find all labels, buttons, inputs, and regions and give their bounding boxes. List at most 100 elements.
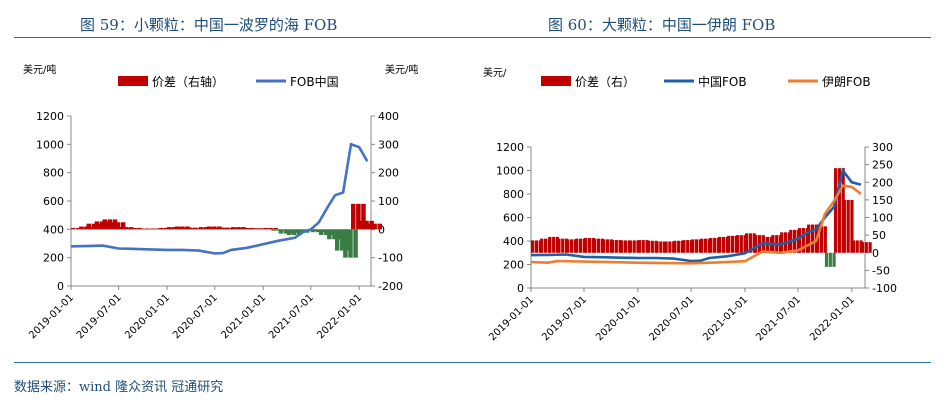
spread-bar-1: [641, 240, 645, 253]
spread-bar-1: [709, 237, 713, 253]
spread-bar-0: [219, 227, 225, 230]
spread-bar-0: [150, 228, 156, 230]
spread-bar-0: [94, 221, 100, 230]
x-tick-label-0: 2021-01-01: [219, 292, 268, 341]
spread-bar-0: [286, 229, 292, 235]
legend-label-0: 价差（右轴）: [152, 74, 224, 89]
spread-bar-0: [291, 229, 297, 235]
spread-bar-1: [628, 240, 632, 253]
spread-bar-1: [864, 242, 868, 253]
x-tick-label-1: 2022-01-01: [808, 294, 857, 343]
spread-bar-0: [273, 227, 278, 230]
spread-bar-0: [313, 229, 318, 231]
data-source: 数据来源：wind 隆众资讯 冠通研究: [14, 380, 224, 395]
spread-bar-1: [846, 199, 850, 253]
series-line-1-2: [530, 184, 862, 265]
spread-bar-1: [579, 238, 583, 253]
spread-bar-0: [156, 228, 161, 230]
spread-bar-1: [823, 226, 827, 253]
spread-bar-1: [619, 240, 624, 253]
spread-bar-1: [534, 240, 538, 253]
spread-bar-0: [324, 229, 329, 235]
y-tick-label-right-1: 100: [872, 212, 893, 225]
spread-bar-1: [673, 240, 677, 253]
x-tick-label-1: 2021-01-01: [701, 294, 750, 343]
spread-bar-0: [367, 223, 372, 230]
spread-bar-0: [299, 229, 305, 233]
spread-bar-0: [377, 223, 383, 230]
y-tick-label-left-0: 400: [43, 223, 64, 236]
spread-bar-0: [145, 228, 150, 230]
spread-bar-0: [126, 227, 132, 230]
spread-bar-0: [182, 227, 188, 230]
spread-bar-0: [244, 227, 249, 230]
spread-bar-1: [703, 238, 708, 253]
spread-bar-1: [762, 236, 766, 253]
spread-bar-1: [561, 238, 565, 253]
y-tick-label-left-0: 800: [43, 167, 64, 180]
spread-bar-1: [730, 235, 735, 253]
y-tick-label-right-1: 200: [872, 176, 893, 189]
spread-bar-0: [206, 226, 212, 230]
legend-label-0: FOB中国: [290, 74, 339, 89]
spread-bar-0: [228, 227, 233, 230]
spread-bar-0: [190, 228, 196, 230]
spread-bar-1: [602, 239, 606, 253]
series-line-1-1: [530, 167, 862, 263]
spread-bar-1: [754, 235, 758, 253]
spread-bar-0: [201, 228, 206, 230]
spread-bar-1: [851, 240, 856, 253]
spread-bar-0: [318, 229, 324, 235]
spread-bar-1: [828, 252, 832, 267]
spread-bar-0: [353, 229, 358, 258]
spread-bar-0: [123, 227, 129, 230]
spread-bar-1: [694, 239, 699, 253]
y-tick-label-right-0: 0: [378, 223, 385, 236]
spread-bar-1: [691, 239, 695, 253]
spread-bar-0: [255, 228, 260, 230]
spread-bar-0: [147, 228, 153, 230]
y-tick-label-left-1: 200: [503, 259, 524, 272]
x-tick-label-0: 2021-07-01: [267, 292, 316, 341]
legend-label-1: 价差（右）: [575, 74, 635, 89]
y-tick-label-left-1: 1200: [496, 141, 524, 154]
spread-bar-0: [239, 227, 244, 230]
spread-bar-0: [118, 227, 124, 230]
spread-bar-1: [548, 236, 552, 253]
spread-bar-0: [142, 228, 148, 230]
spread-bar-1: [655, 241, 659, 253]
spread-bar-0: [315, 229, 321, 233]
y-tick-label-right-0: -100: [378, 252, 403, 265]
spread-bar-1: [614, 240, 618, 253]
spread-bar-0: [131, 227, 137, 230]
y-tick-label-right-1: 250: [872, 159, 893, 172]
spread-bar-0: [294, 229, 300, 233]
spread-bar-0: [99, 221, 105, 230]
spread-bar-1: [610, 240, 615, 253]
spread-bar-0: [343, 229, 348, 258]
x-tick-label-1: 2019-01-01: [487, 294, 536, 343]
unit-right-label-0: 美元/吨: [385, 63, 418, 76]
spread-bar-0: [283, 229, 289, 234]
legend-label-1: 伊朗FOB: [822, 75, 871, 89]
spread-bar-0: [334, 229, 340, 251]
spread-bar-1: [646, 240, 651, 253]
spread-bar-0: [281, 229, 287, 231]
x-tick-label-0: 2019-07-01: [75, 292, 124, 341]
spread-bar-1: [721, 236, 726, 253]
spread-bar-1: [664, 241, 668, 253]
spread-bar-0: [222, 227, 228, 230]
y-tick-label-right-1: -50: [872, 264, 890, 277]
spread-bar-1: [819, 226, 824, 253]
spread-bar-0: [71, 227, 76, 230]
spread-bar-1: [650, 240, 654, 253]
y-tick-label-left-1: 600: [503, 212, 524, 225]
y-tick-label-right-1: 0: [872, 247, 879, 260]
chart-title-right: 图 60：大颗粒：中国一伊朗 FOB: [548, 16, 776, 34]
y-tick-label-left-0: 0: [57, 280, 64, 293]
y-tick-label-right-1: 300: [872, 141, 893, 154]
spread-bar-1: [807, 224, 811, 253]
spread-bar-1: [797, 228, 802, 253]
spread-bar-0: [84, 226, 89, 230]
legend-swatch-spread-1: [541, 76, 571, 86]
